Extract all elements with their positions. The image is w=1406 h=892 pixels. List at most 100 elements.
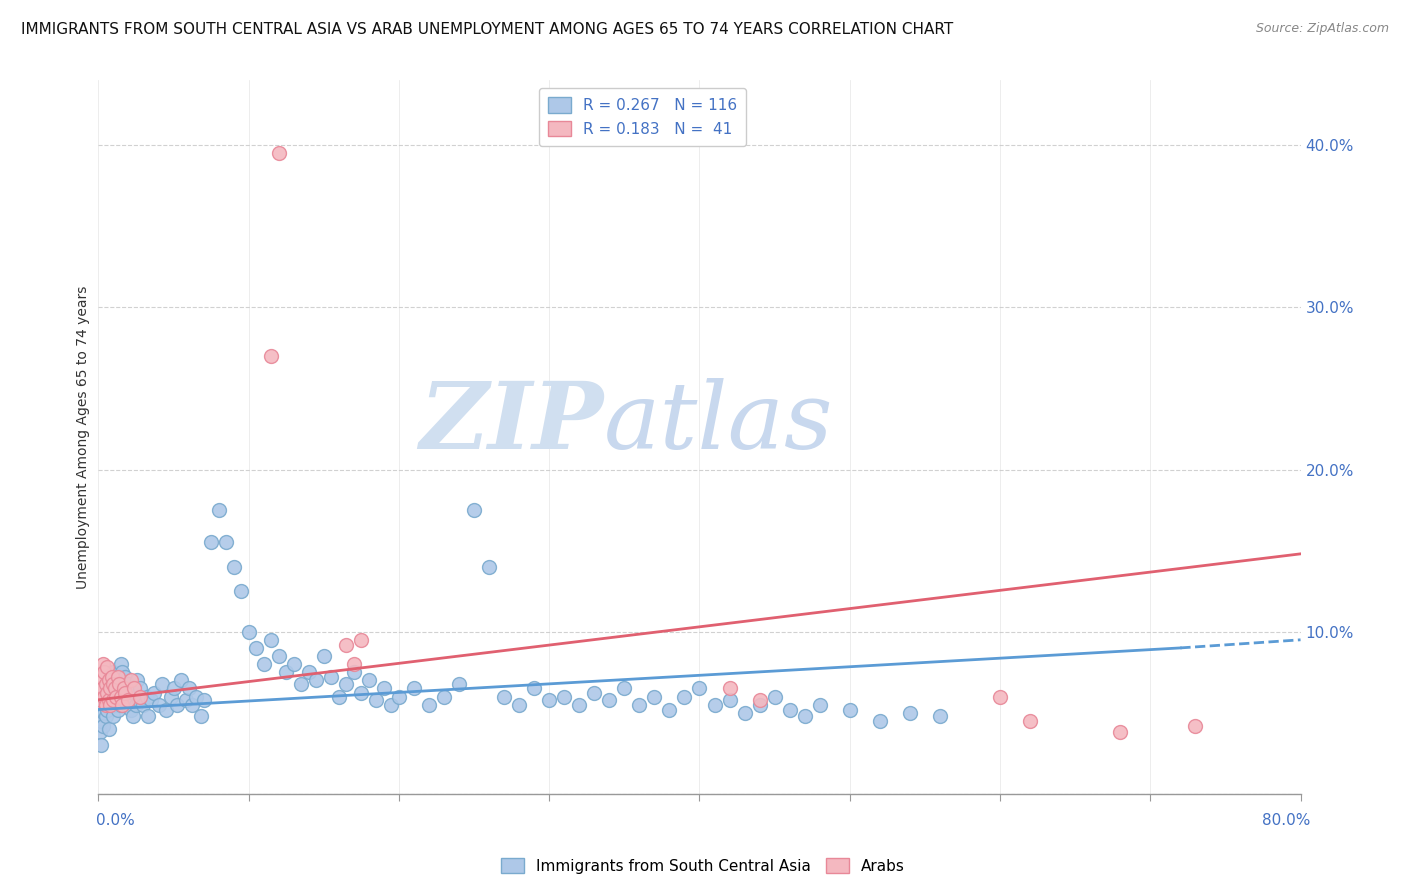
Point bbox=[538, 693, 561, 707]
Point bbox=[328, 690, 350, 704]
Point bbox=[808, 698, 831, 712]
Point bbox=[463, 503, 485, 517]
Point bbox=[100, 698, 122, 712]
Point bbox=[90, 693, 112, 707]
Point bbox=[114, 670, 136, 684]
Point bbox=[1019, 714, 1042, 728]
Point bbox=[101, 698, 124, 712]
Point bbox=[97, 673, 120, 688]
Point bbox=[108, 676, 131, 690]
Y-axis label: Unemployment Among Ages 65 to 74 years: Unemployment Among Ages 65 to 74 years bbox=[76, 285, 90, 589]
Text: Source: ZipAtlas.com: Source: ZipAtlas.com bbox=[1256, 22, 1389, 36]
Point bbox=[190, 709, 212, 723]
Point bbox=[105, 673, 128, 688]
Point bbox=[91, 698, 114, 712]
Point bbox=[107, 690, 129, 704]
Point bbox=[111, 665, 134, 680]
Point bbox=[703, 698, 725, 712]
Point bbox=[170, 673, 193, 688]
Point bbox=[260, 349, 283, 363]
Point bbox=[148, 698, 170, 712]
Point bbox=[335, 676, 357, 690]
Point bbox=[91, 719, 114, 733]
Point bbox=[96, 702, 118, 716]
Point bbox=[688, 681, 710, 696]
Point bbox=[177, 681, 200, 696]
Point bbox=[103, 676, 125, 690]
Point bbox=[350, 632, 373, 647]
Point bbox=[267, 146, 290, 161]
Point bbox=[260, 632, 283, 647]
Text: ZIP: ZIP bbox=[419, 378, 603, 467]
Point bbox=[94, 693, 117, 707]
Point bbox=[343, 657, 366, 672]
Text: 0.0%: 0.0% bbox=[96, 814, 135, 828]
Point bbox=[402, 681, 425, 696]
Point bbox=[128, 693, 150, 707]
Point bbox=[112, 681, 135, 696]
Text: atlas: atlas bbox=[603, 378, 832, 467]
Point bbox=[90, 738, 112, 752]
Point bbox=[222, 559, 245, 574]
Point bbox=[174, 693, 197, 707]
Point bbox=[91, 681, 114, 696]
Point bbox=[104, 681, 127, 696]
Point bbox=[124, 686, 146, 700]
Point bbox=[298, 665, 321, 680]
Point bbox=[124, 681, 146, 696]
Point bbox=[553, 690, 575, 704]
Point bbox=[869, 714, 891, 728]
Point bbox=[238, 624, 260, 639]
Point bbox=[613, 681, 636, 696]
Point bbox=[100, 681, 122, 696]
Point bbox=[90, 670, 112, 684]
Point bbox=[159, 690, 181, 704]
Point bbox=[350, 686, 373, 700]
Point bbox=[366, 693, 388, 707]
Point bbox=[150, 676, 173, 690]
Point bbox=[96, 686, 118, 700]
Point bbox=[734, 706, 756, 720]
Point bbox=[89, 681, 111, 696]
Point bbox=[129, 690, 152, 704]
Legend: R = 0.267   N = 116, R = 0.183   N =  41: R = 0.267 N = 116, R = 0.183 N = 41 bbox=[538, 88, 747, 146]
Point bbox=[129, 681, 152, 696]
Text: IMMIGRANTS FROM SOUTH CENTRAL ASIA VS ARAB UNEMPLOYMENT AMONG AGES 65 TO 74 YEAR: IMMIGRANTS FROM SOUTH CENTRAL ASIA VS AR… bbox=[21, 22, 953, 37]
Point bbox=[763, 690, 786, 704]
Point bbox=[180, 698, 202, 712]
Point bbox=[166, 698, 188, 712]
Point bbox=[598, 693, 620, 707]
Point bbox=[793, 709, 815, 723]
Point bbox=[718, 693, 741, 707]
Point bbox=[748, 693, 770, 707]
Point bbox=[101, 670, 124, 684]
Point bbox=[100, 690, 122, 704]
Point bbox=[114, 686, 136, 700]
Point bbox=[643, 690, 665, 704]
Legend: Immigrants from South Central Asia, Arabs: Immigrants from South Central Asia, Arab… bbox=[495, 852, 911, 880]
Point bbox=[628, 698, 651, 712]
Point bbox=[215, 535, 238, 549]
Point bbox=[103, 709, 125, 723]
Point bbox=[658, 702, 681, 716]
Point bbox=[97, 722, 120, 736]
Point bbox=[110, 657, 132, 672]
Point bbox=[110, 690, 132, 704]
Point bbox=[105, 693, 128, 707]
Point bbox=[568, 698, 591, 712]
Point bbox=[208, 503, 231, 517]
Point bbox=[108, 681, 131, 696]
Point bbox=[838, 702, 860, 716]
Point bbox=[97, 676, 120, 690]
Point bbox=[283, 657, 305, 672]
Point bbox=[89, 725, 111, 739]
Point bbox=[193, 693, 215, 707]
Point bbox=[121, 702, 143, 716]
Point bbox=[343, 665, 366, 680]
Point bbox=[139, 693, 162, 707]
Point bbox=[93, 686, 115, 700]
Point bbox=[1109, 725, 1132, 739]
Point bbox=[373, 681, 395, 696]
Point bbox=[929, 709, 952, 723]
Point bbox=[1184, 719, 1206, 733]
